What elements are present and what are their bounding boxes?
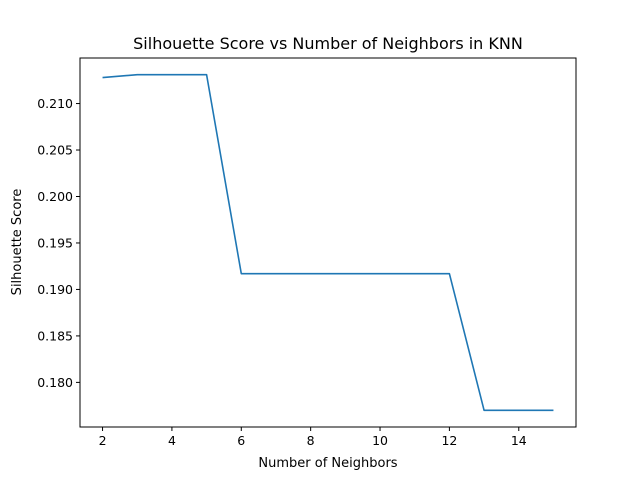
- y-tick-label: 0.195: [37, 235, 73, 250]
- y-tick-label: 0.180: [37, 375, 73, 390]
- x-tick-label: 14: [511, 433, 527, 448]
- y-tick-label: 0.205: [37, 143, 73, 158]
- y-tick-label: 0.200: [37, 189, 73, 204]
- y-tick-label: 0.185: [37, 328, 73, 343]
- x-axis-label: Number of Neighbors: [258, 456, 397, 471]
- chart-title: Silhouette Score vs Number of Neighbors …: [133, 34, 523, 53]
- x-axis: 2 4 6 8 10 12 14: [99, 427, 527, 448]
- y-tick-label: 0.190: [37, 282, 73, 297]
- y-axis-label: Silhouette Score: [10, 189, 25, 296]
- x-tick-label: 8: [307, 433, 315, 448]
- x-tick-label: 2: [99, 433, 107, 448]
- x-tick-label: 12: [441, 433, 457, 448]
- y-tick-label: 0.210: [37, 96, 73, 111]
- series-line-0: [102, 73, 554, 412]
- x-tick-label: 10: [372, 433, 388, 448]
- x-tick-label: 4: [168, 433, 176, 448]
- x-tick-label: 6: [237, 433, 245, 448]
- y-axis: 0.180 0.185 0.190 0.195 0.200 0.205 0.210: [37, 96, 80, 390]
- plot-area-frame: [79, 57, 577, 428]
